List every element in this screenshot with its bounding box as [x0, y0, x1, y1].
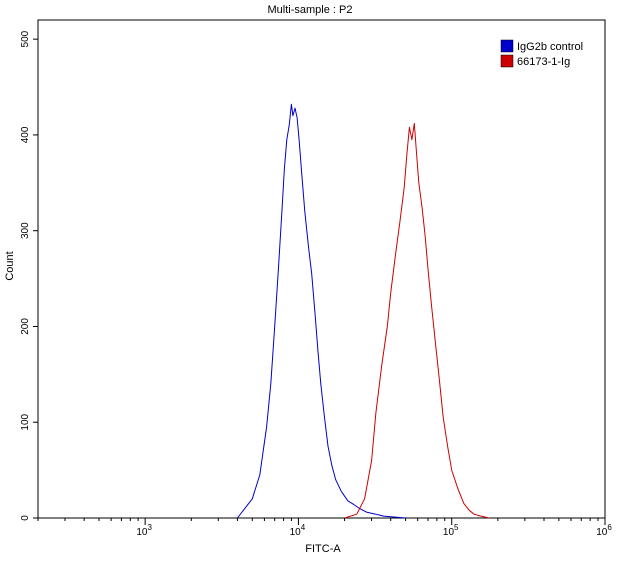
axes-layer: 0 100 200 300 400 500 103 104 105 106: [20, 30, 612, 538]
plot-layer: [237, 103, 490, 519]
legend-label: IgG2b control: [517, 41, 583, 53]
x-tick-label: 104: [290, 523, 306, 538]
x-tick-label: 106: [596, 523, 612, 538]
legend-label: 66173-1-Ig: [517, 56, 570, 68]
legend: IgG2b control 66173-1-Ig: [500, 39, 583, 68]
y-tick-label: 100: [20, 413, 31, 430]
y-tick-label: 400: [20, 126, 31, 143]
legend-swatch: [500, 54, 514, 68]
series-line-2: [344, 122, 490, 519]
y-tick-label: 200: [20, 318, 31, 335]
x-tick-label: 103: [136, 523, 152, 538]
chart-title: Multi-sample : P2: [268, 4, 353, 16]
series-line-1: [237, 103, 406, 519]
x-tick-label: 105: [443, 523, 459, 538]
y-tick-label: 300: [20, 222, 31, 239]
plot-frame: [37, 19, 606, 519]
legend-swatch: [500, 39, 514, 53]
y-axis-label: Count: [4, 251, 16, 280]
y-tick-label: 0: [20, 515, 31, 521]
x-axis-label: FITC-A: [305, 543, 341, 555]
y-tick-label: 500: [20, 30, 31, 47]
